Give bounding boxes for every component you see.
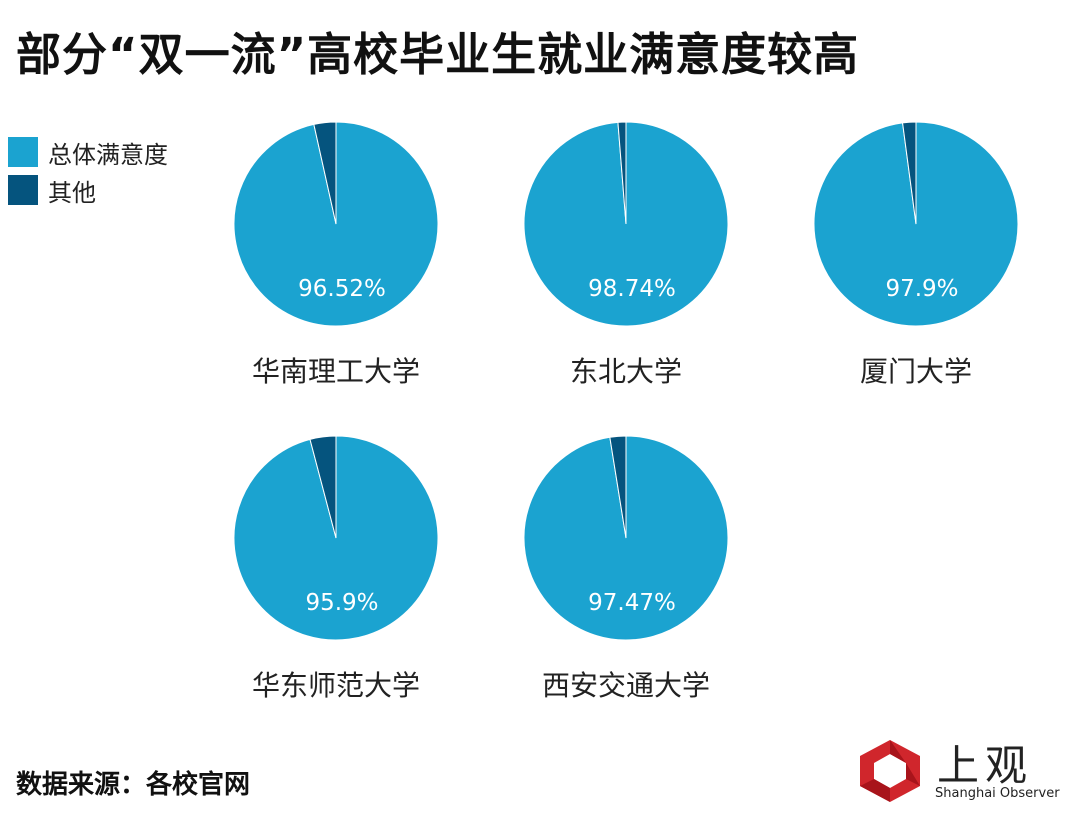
- pie-slice-other: [609, 435, 627, 539]
- university-label: 厦门大学: [860, 355, 972, 388]
- pie-slice-other: [902, 121, 917, 225]
- data-label: 95.9%: [305, 590, 378, 616]
- legend-item-other: 其他: [8, 174, 168, 207]
- legend-item-satisfaction: 总体满意度: [8, 136, 168, 169]
- legend: 总体满意度 其他: [8, 136, 168, 212]
- pie-chart-5: 97.47% 西安交通大学: [523, 435, 729, 702]
- pie-chart-1: 96.52% 华南理工大学: [233, 121, 439, 388]
- legend-label-satisfaction: 总体满意度: [48, 140, 168, 169]
- logo-text-cn: 上观: [937, 741, 1034, 790]
- pie-slice-other: [617, 121, 627, 225]
- data-source-note: 数据来源：各校官网: [16, 770, 251, 800]
- data-label: 96.52%: [298, 276, 386, 302]
- data-label: 98.74%: [588, 276, 676, 302]
- legend-swatch-other: [8, 175, 38, 205]
- legend-label-other: 其他: [48, 178, 96, 207]
- university-label: 西安交通大学: [542, 669, 710, 702]
- data-label: 97.47%: [588, 590, 676, 616]
- data-label: 97.9%: [885, 276, 958, 302]
- pie-chart-4: 95.9% 华东师范大学: [233, 435, 439, 702]
- logo-mark-icon: [860, 740, 920, 802]
- chart-title: 部分“双一流”高校毕业生就业满意度较高: [16, 28, 860, 81]
- pie-chart-3: 97.9% 厦门大学: [813, 121, 1019, 388]
- university-label: 华南理工大学: [252, 355, 420, 388]
- pie-slice-other: [309, 435, 337, 539]
- pie-chart-2: 98.74% 东北大学: [523, 121, 729, 388]
- university-label: 华东师范大学: [252, 669, 420, 702]
- logo: 上观 Shanghai Observer: [855, 736, 1060, 806]
- logo-text-en: Shanghai Observer: [935, 786, 1060, 801]
- university-label: 东北大学: [570, 355, 682, 388]
- pie-slice-other: [313, 121, 337, 225]
- legend-swatch-satisfaction: [8, 137, 38, 167]
